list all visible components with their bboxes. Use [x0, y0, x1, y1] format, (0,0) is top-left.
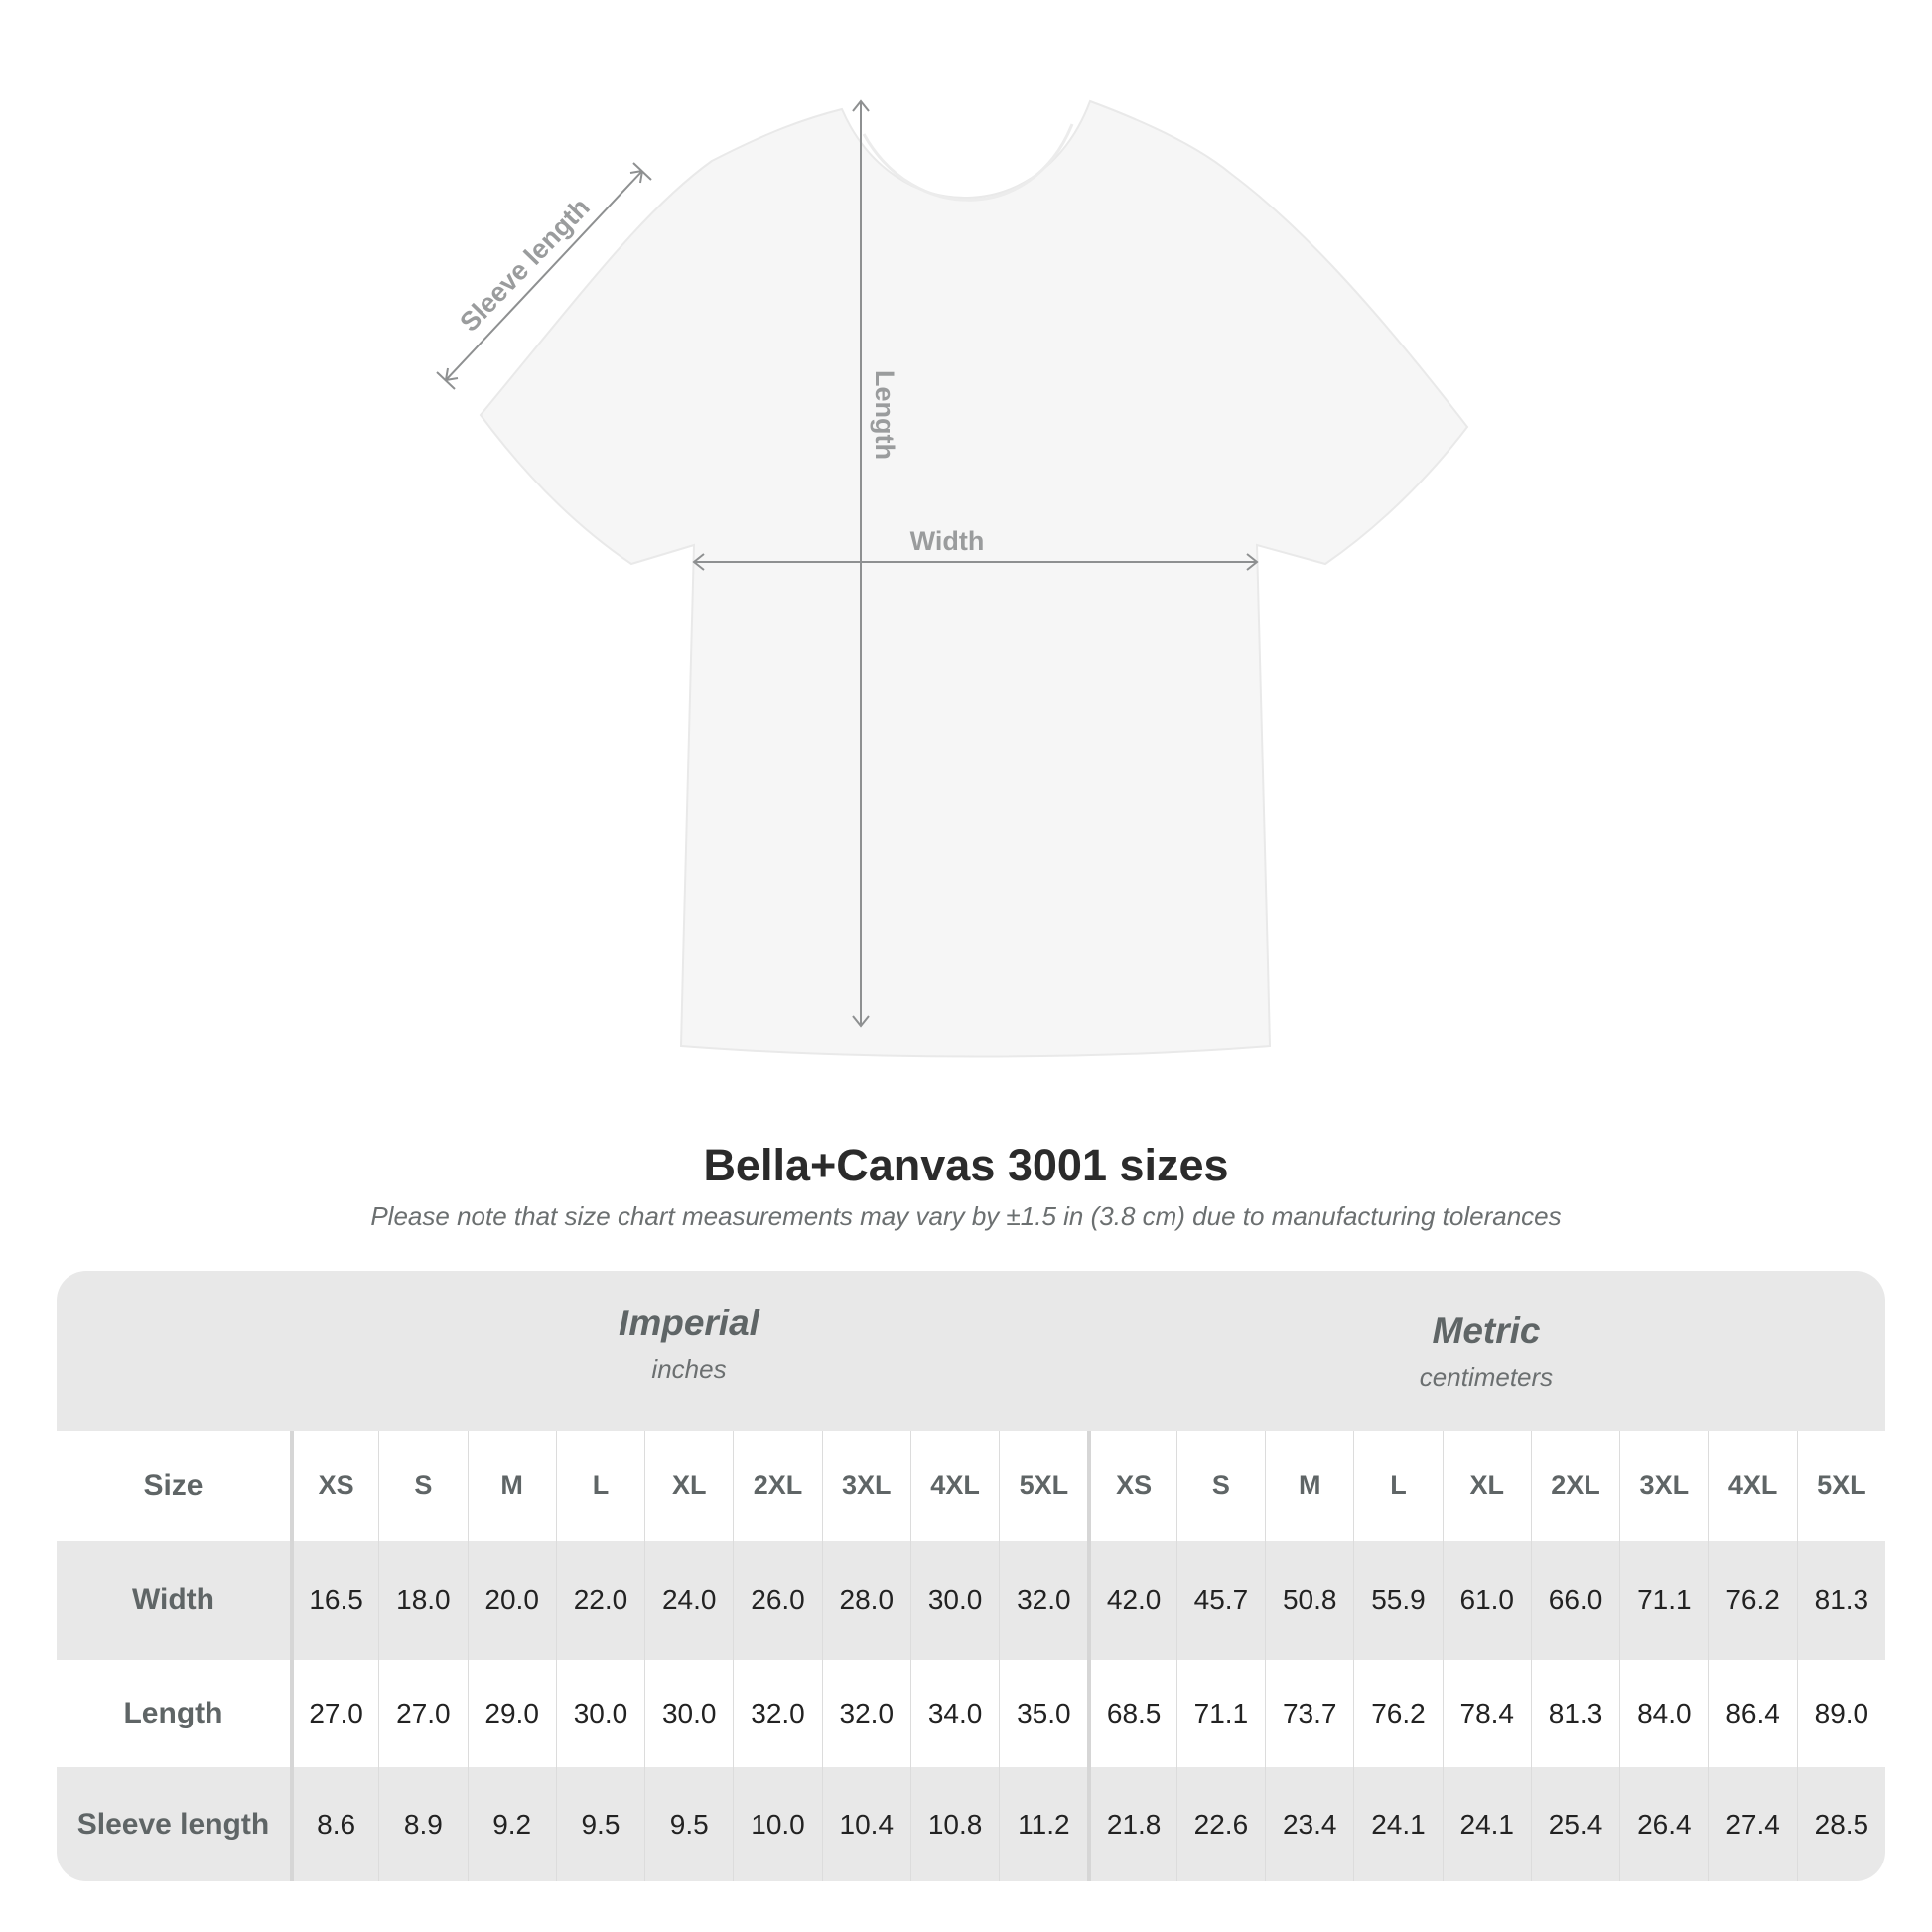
table-cell: 73.7	[1265, 1660, 1353, 1767]
metric-header: Metric centimeters	[1087, 1311, 1885, 1393]
size-header-cell: XS	[289, 1431, 378, 1541]
table-cell: 10.8	[909, 1767, 999, 1881]
table-cell: 28.0	[821, 1541, 910, 1660]
table-cell: 26.0	[733, 1541, 821, 1660]
size-header-cell: XS	[1087, 1431, 1175, 1541]
table-cell: 68.5	[1087, 1660, 1175, 1767]
table-cell: 61.0	[1442, 1541, 1531, 1660]
tshirt-image	[479, 99, 1469, 1058]
size-header-cell: L	[555, 1431, 644, 1541]
size-header-cell: L	[1353, 1431, 1442, 1541]
table-row: Length 27.0 27.0 29.0 30.0 30.0 32.0 32.0 34.0 35…	[57, 1660, 1885, 1767]
table-cell: 25.4	[1530, 1767, 1619, 1881]
table-cell: 71.1	[1619, 1541, 1708, 1660]
size-header-cell: 4XL	[1708, 1431, 1796, 1541]
length-label: Length	[870, 370, 899, 460]
table-cell: 45.7	[1175, 1541, 1265, 1660]
table-cell: 9.2	[467, 1767, 556, 1881]
size-header-cell: 2XL	[1530, 1431, 1619, 1541]
size-header-cell: 5XL	[999, 1431, 1087, 1541]
sleeve-arrow	[445, 170, 643, 381]
metric-title: Metric	[1432, 1311, 1541, 1351]
chart-subtitle: Please note that size chart measurements…	[370, 1201, 1562, 1231]
size-header-cell: 5XL	[1796, 1431, 1885, 1541]
table-cell: 23.4	[1265, 1767, 1353, 1881]
table-cell: 9.5	[555, 1767, 644, 1881]
table-cell: 29.0	[467, 1660, 556, 1767]
chart-title: Bella+Canvas 3001 sizes	[703, 1140, 1229, 1190]
table-cell: 27.4	[1708, 1767, 1796, 1881]
size-header-cell: S	[1175, 1431, 1265, 1541]
table-cell: 22.0	[555, 1541, 644, 1660]
table-cell: 89.0	[1796, 1660, 1885, 1767]
table-cell: 18.0	[378, 1541, 467, 1660]
table-cell: 81.3	[1796, 1541, 1885, 1660]
size-header-cell: 3XL	[821, 1431, 910, 1541]
table-cell: 34.0	[909, 1660, 999, 1767]
imperial-unit: inches	[651, 1354, 727, 1384]
imperial-title: Imperial	[619, 1303, 759, 1343]
table-row: Sleeve length 8.6 8.9 9.2 9.5 9.5 10.0 10.4 10.8…	[57, 1767, 1885, 1881]
table-cell: 50.8	[1265, 1541, 1353, 1660]
table-cell: 78.4	[1442, 1660, 1531, 1767]
size-header-cell: M	[1265, 1431, 1353, 1541]
size-header-cell: XL	[644, 1431, 733, 1541]
size-header-cell: S	[378, 1431, 467, 1541]
size-table: Imperial inches Metric centimeters Size X…	[57, 1271, 1885, 1881]
table-cell: 76.2	[1708, 1541, 1796, 1660]
table-cell: 20.0	[467, 1541, 556, 1660]
row-label: Sleeve length	[76, 1807, 270, 1841]
width-label: Width	[910, 526, 985, 556]
table-cell: 16.5	[289, 1541, 378, 1660]
imperial-header: Imperial inches	[290, 1303, 1088, 1385]
row-label: Length	[123, 1697, 223, 1729]
table-cell: 11.2	[999, 1767, 1087, 1881]
size-header-cell: XL	[1442, 1431, 1531, 1541]
size-header-cell: 3XL	[1619, 1431, 1708, 1541]
table-cell: 26.4	[1619, 1767, 1708, 1881]
table-cell: 24.1	[1442, 1767, 1531, 1881]
table-cell: 22.6	[1175, 1767, 1265, 1881]
table-cell: 81.3	[1530, 1660, 1619, 1767]
table-cell: 84.0	[1619, 1660, 1708, 1767]
row-label: Size	[143, 1468, 204, 1502]
table-cell: 21.8	[1087, 1767, 1175, 1881]
table-cell: 9.5	[644, 1767, 733, 1881]
table-cell: 55.9	[1353, 1541, 1442, 1660]
size-header-cell: 2XL	[733, 1431, 821, 1541]
table-cell: 24.1	[1353, 1767, 1442, 1881]
table-cell: 42.0	[1087, 1541, 1175, 1660]
table-cell: 10.0	[733, 1767, 821, 1881]
table-cell: 86.4	[1708, 1660, 1796, 1767]
row-label: Width	[131, 1584, 214, 1616]
tshirt-diagram: Sleeve length Length Width	[436, 99, 1469, 1058]
size-header-row: Size XS S M L XL 2XL 3XL 4XL 5XL XS S M L XL 2XL 3XL 4XL 5…	[57, 1431, 1885, 1541]
table-row: Width 16.5 18.0 20.0 22.0 24.0 26.0 28.0 30.0 32.…	[57, 1541, 1885, 1660]
table-cell: 71.1	[1175, 1660, 1265, 1767]
table-cell: 30.0	[555, 1660, 644, 1767]
table-cell: 28.5	[1796, 1767, 1885, 1881]
table-cell: 30.0	[644, 1660, 733, 1767]
size-header-cell: 4XL	[909, 1431, 999, 1541]
size-header-cell: M	[467, 1431, 556, 1541]
table-cell: 8.9	[378, 1767, 467, 1881]
table-cell: 32.0	[821, 1660, 910, 1767]
table-cell: 27.0	[289, 1660, 378, 1767]
table-cell: 30.0	[909, 1541, 999, 1660]
table-cell: 32.0	[999, 1541, 1087, 1660]
metric-unit: centimeters	[1419, 1362, 1554, 1392]
table-cell: 27.0	[378, 1660, 467, 1767]
table-cell: 32.0	[733, 1660, 821, 1767]
table-cell: 76.2	[1353, 1660, 1442, 1767]
table-cell: 66.0	[1530, 1541, 1619, 1660]
table-cell: 8.6	[289, 1767, 378, 1881]
table-cell: 35.0	[999, 1660, 1087, 1767]
table-header: Imperial inches Metric centimeters	[57, 1271, 1885, 1431]
table-cell: 24.0	[644, 1541, 733, 1660]
table-cell: 10.4	[821, 1767, 910, 1881]
